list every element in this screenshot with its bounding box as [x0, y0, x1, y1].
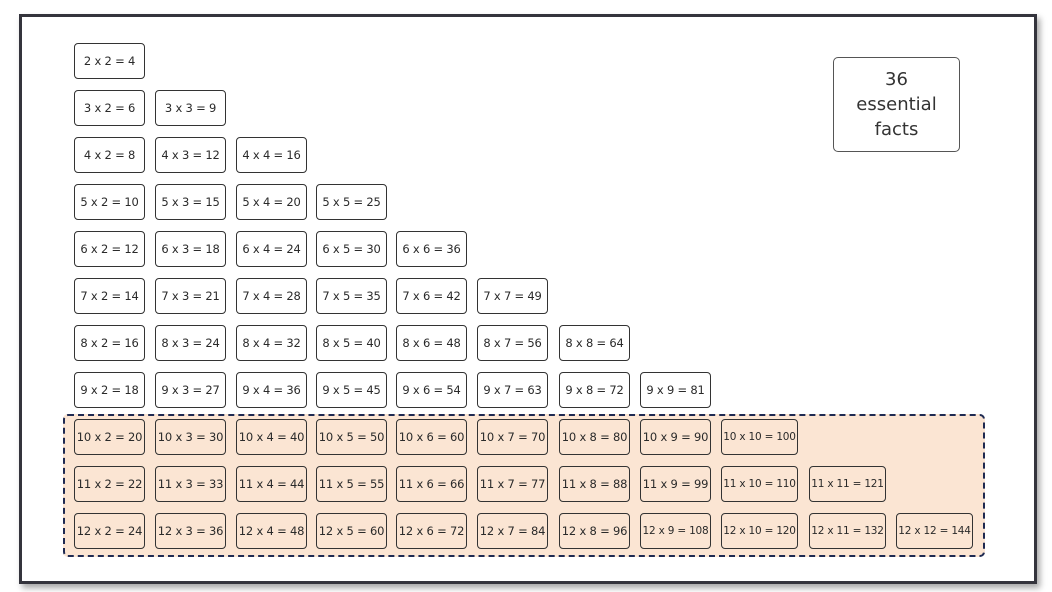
- fact-card: 7 x 5 = 35: [316, 278, 387, 314]
- fact-card: 8 x 7 = 56: [477, 325, 548, 361]
- summary-line-facts: facts: [874, 119, 919, 140]
- fact-card: 10 x 9 = 90: [640, 419, 711, 455]
- fact-card: 12 x 7 = 84: [477, 513, 548, 549]
- summary-count: 36: [885, 69, 908, 90]
- fact-card: 9 x 4 = 36: [236, 372, 307, 408]
- fact-card: 4 x 4 = 16: [236, 137, 307, 173]
- fact-card: 12 x 2 = 24: [74, 513, 145, 549]
- fact-card: 2 x 2 = 4: [74, 43, 145, 79]
- fact-card: 12 x 11 = 132: [809, 513, 886, 549]
- fact-card: 7 x 2 = 14: [74, 278, 145, 314]
- fact-card: 6 x 3 = 18: [155, 231, 226, 267]
- fact-card: 9 x 7 = 63: [477, 372, 548, 408]
- fact-card: 12 x 9 = 108: [640, 513, 711, 549]
- fact-card: 9 x 2 = 18: [74, 372, 145, 408]
- fact-card: 12 x 10 = 120: [721, 513, 798, 549]
- fact-card: 7 x 6 = 42: [396, 278, 467, 314]
- fact-card: 6 x 5 = 30: [316, 231, 387, 267]
- fact-card: 8 x 6 = 48: [396, 325, 467, 361]
- fact-card: 11 x 2 = 22: [74, 466, 145, 502]
- summary-box: 36 essential facts: [833, 57, 960, 152]
- fact-card: 12 x 3 = 36: [155, 513, 226, 549]
- fact-card: 7 x 7 = 49: [477, 278, 548, 314]
- fact-card: 6 x 2 = 12: [74, 231, 145, 267]
- fact-card: 11 x 9 = 99: [640, 466, 711, 502]
- fact-card: 4 x 3 = 12: [155, 137, 226, 173]
- fact-card: 11 x 11 = 121: [809, 466, 886, 502]
- fact-card: 9 x 8 = 72: [559, 372, 630, 408]
- fact-card: 9 x 5 = 45: [316, 372, 387, 408]
- fact-card: 11 x 7 = 77: [477, 466, 548, 502]
- fact-card: 9 x 3 = 27: [155, 372, 226, 408]
- fact-card: 4 x 2 = 8: [74, 137, 145, 173]
- fact-card: 8 x 8 = 64: [559, 325, 630, 361]
- fact-card: 10 x 6 = 60: [396, 419, 467, 455]
- fact-card: 12 x 5 = 60: [316, 513, 387, 549]
- fact-card: 8 x 2 = 16: [74, 325, 145, 361]
- fact-card: 11 x 8 = 88: [559, 466, 630, 502]
- fact-card: 9 x 9 = 81: [640, 372, 711, 408]
- fact-card: 3 x 2 = 6: [74, 90, 145, 126]
- fact-card: 6 x 4 = 24: [236, 231, 307, 267]
- fact-card: 10 x 4 = 40: [236, 419, 307, 455]
- fact-card: 10 x 8 = 80: [559, 419, 630, 455]
- fact-card: 6 x 6 = 36: [396, 231, 467, 267]
- fact-card: 5 x 2 = 10: [74, 184, 145, 220]
- fact-card: 5 x 5 = 25: [316, 184, 387, 220]
- fact-card: 9 x 6 = 54: [396, 372, 467, 408]
- fact-card: 8 x 4 = 32: [236, 325, 307, 361]
- fact-card: 11 x 5 = 55: [316, 466, 387, 502]
- fact-card: 11 x 4 = 44: [236, 466, 307, 502]
- fact-card: 12 x 8 = 96: [559, 513, 630, 549]
- fact-card: 10 x 3 = 30: [155, 419, 226, 455]
- fact-card: 11 x 3 = 33: [155, 466, 226, 502]
- fact-card: 5 x 4 = 20: [236, 184, 307, 220]
- fact-card: 8 x 3 = 24: [155, 325, 226, 361]
- fact-card: 10 x 10 = 100: [721, 419, 798, 455]
- fact-card: 5 x 3 = 15: [155, 184, 226, 220]
- fact-card: 12 x 4 = 48: [236, 513, 307, 549]
- fact-card: 8 x 5 = 40: [316, 325, 387, 361]
- fact-card: 10 x 5 = 50: [316, 419, 387, 455]
- fact-card: 3 x 3 = 9: [155, 90, 226, 126]
- fact-card: 7 x 4 = 28: [236, 278, 307, 314]
- fact-card: 12 x 12 = 144: [896, 513, 973, 549]
- fact-card: 12 x 6 = 72: [396, 513, 467, 549]
- summary-line-essential: essential: [856, 94, 937, 115]
- fact-card: 11 x 6 = 66: [396, 466, 467, 502]
- fact-card: 10 x 2 = 20: [74, 419, 145, 455]
- fact-card: 10 x 7 = 70: [477, 419, 548, 455]
- fact-card: 7 x 3 = 21: [155, 278, 226, 314]
- fact-card: 11 x 10 = 110: [721, 466, 798, 502]
